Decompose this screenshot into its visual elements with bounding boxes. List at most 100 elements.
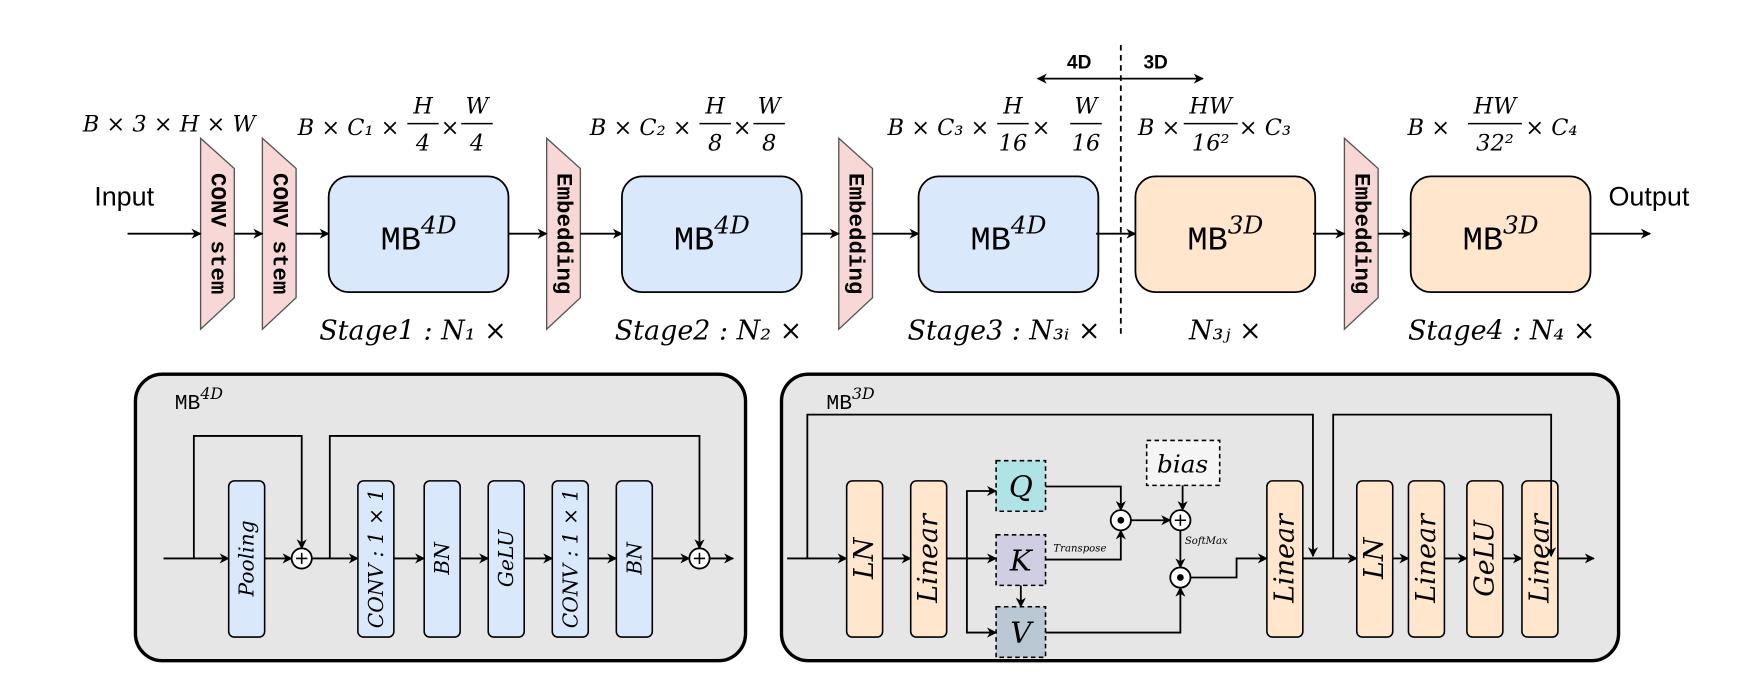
bias-add-node bbox=[1169, 509, 1192, 532]
panel-title-superscript: 3D bbox=[852, 384, 875, 403]
fraction-denominator: 8 bbox=[708, 131, 722, 157]
panel-title-superscript: 4D bbox=[199, 384, 223, 403]
fraction: W8 bbox=[753, 93, 785, 157]
stage-label: Stage1 : N₁ × bbox=[319, 315, 506, 346]
fraction-numerator: W bbox=[1074, 93, 1099, 119]
fraction-numerator: H bbox=[412, 93, 433, 119]
fraction: H8 bbox=[699, 93, 731, 157]
block-name: MB bbox=[674, 222, 714, 260]
skip-connection bbox=[328, 435, 705, 559]
tensor-shape-prefix: B × bbox=[1407, 115, 1450, 141]
fraction-denominator: 16 bbox=[1072, 131, 1101, 157]
q-label: Q bbox=[1009, 470, 1033, 504]
fraction: W 16 bbox=[1070, 93, 1102, 157]
odot-dot-icon bbox=[1177, 574, 1184, 581]
fraction-numerator: H bbox=[704, 93, 725, 119]
skip-connection bbox=[1332, 413, 1557, 559]
split-label-4d: 4D bbox=[1067, 53, 1091, 74]
mb3d-layer-label: LN bbox=[1359, 536, 1390, 580]
transition-label: CONV stem bbox=[266, 173, 292, 294]
fraction-numerator: W bbox=[758, 93, 783, 119]
fraction: HW 16² bbox=[1183, 93, 1238, 157]
residual-add-node bbox=[688, 547, 711, 570]
fraction-numerator: H bbox=[1002, 93, 1023, 119]
times-sign: × bbox=[733, 115, 752, 141]
skip-connection bbox=[192, 435, 307, 559]
fraction-denominator: 8 bbox=[762, 131, 776, 157]
embedding-layer: Embedding bbox=[838, 136, 874, 331]
mb3d-layer-label: Linear bbox=[1524, 512, 1555, 604]
v-label: V bbox=[1010, 616, 1034, 650]
block-label: MB4D bbox=[674, 211, 750, 261]
stage-label: Stage2 : N₂ × bbox=[615, 315, 802, 346]
fraction-denominator: 16 bbox=[999, 131, 1028, 157]
tensor-shape-prefix: B × bbox=[1137, 115, 1180, 141]
mb4d-layer-label: BN bbox=[430, 541, 454, 576]
flow-arrow bbox=[965, 558, 998, 638]
block-name: MB bbox=[1187, 222, 1227, 260]
block-name: MB bbox=[970, 222, 1010, 260]
flow-arrow bbox=[965, 485, 998, 559]
times-sign: × bbox=[441, 115, 460, 141]
mb-block-4d: MB4D bbox=[327, 175, 510, 294]
fraction-numerator: HW bbox=[1473, 93, 1519, 119]
mb4d-layer-label: BN bbox=[622, 541, 646, 576]
transition-label: Embedding bbox=[843, 173, 869, 294]
tensor-shape-prefix: B × C₂ × bbox=[589, 115, 692, 141]
fraction: H4 bbox=[407, 93, 439, 157]
flow-arrow bbox=[1190, 553, 1268, 579]
flow-arrow bbox=[1045, 586, 1186, 634]
trapezoid-shape bbox=[199, 136, 235, 331]
mb4d-layer-label: GeLU bbox=[494, 529, 518, 587]
fraction-numerator: W bbox=[465, 93, 490, 119]
value-matmul-node bbox=[1169, 566, 1192, 589]
trapezoid-shape bbox=[1343, 136, 1379, 331]
panel-title-name: MB bbox=[826, 392, 852, 416]
trapezoid-shape bbox=[261, 136, 297, 331]
transition-label: Embedding bbox=[551, 173, 577, 294]
tensor-shape-prefix: B × C₃ × bbox=[887, 115, 990, 141]
mb3d-panel-title: MB3D bbox=[826, 384, 875, 416]
mb4d-panel-title: MB4D bbox=[175, 384, 224, 416]
fraction-denominator: 4 bbox=[469, 131, 484, 157]
odot-dot-icon bbox=[1117, 516, 1125, 524]
fraction-numerator: HW bbox=[1188, 93, 1234, 119]
block-label: MB3D bbox=[1463, 211, 1539, 261]
stage-label: Stage4 : N₄ × bbox=[1408, 315, 1595, 346]
mb-block-3d: MB3D bbox=[1409, 175, 1592, 294]
tensor-shape-input: B × 3 × H × W bbox=[82, 111, 258, 137]
block-superscript: 4D bbox=[420, 211, 457, 240]
mb4d-layer-label: CONV : 1 × 1 bbox=[558, 489, 582, 629]
plus-icon bbox=[1174, 514, 1186, 526]
fraction-denominator: 32² bbox=[1476, 131, 1514, 157]
mb3d-layer-label: LN bbox=[849, 536, 880, 580]
times-sign: × bbox=[1032, 115, 1051, 141]
mb-block-4d: MB4D bbox=[621, 175, 803, 294]
block-superscript: 4D bbox=[713, 211, 750, 240]
mb-block-3d: MB3D bbox=[1134, 175, 1317, 294]
block-label: MB3D bbox=[1187, 211, 1263, 261]
trapezoid-shape bbox=[545, 136, 582, 331]
mb3d-layer-label: Linear bbox=[913, 512, 944, 604]
block-label: MB4D bbox=[381, 211, 457, 261]
bias-label: bias bbox=[1157, 450, 1208, 479]
block-name: MB bbox=[1463, 222, 1503, 260]
softmax-label: SoftMax bbox=[1185, 536, 1228, 547]
block-superscript: 3D bbox=[1228, 211, 1264, 240]
mb3d-layer-label: Linear bbox=[1411, 512, 1442, 604]
mb3d-layer-label: GeLU bbox=[1469, 519, 1500, 597]
residual-add-node bbox=[290, 547, 313, 570]
mb4d-layer-label: Pooling bbox=[235, 520, 259, 597]
bias-box bbox=[1145, 439, 1221, 487]
stage-label: N₃ⱼ × bbox=[1188, 315, 1262, 346]
transition-label: Embedding bbox=[1348, 173, 1374, 294]
plus-icon bbox=[693, 552, 706, 565]
embedding-layer: Embedding bbox=[1343, 136, 1379, 331]
fraction: H 16 bbox=[997, 93, 1029, 157]
embedding-layer: Embedding bbox=[545, 136, 582, 331]
conv-stem: CONV stem bbox=[261, 136, 297, 331]
transpose-label: Transpose bbox=[1053, 544, 1106, 555]
flow-arrow bbox=[1045, 485, 1126, 512]
block-name: MB bbox=[381, 222, 421, 260]
fraction-denominator: 16² bbox=[1192, 131, 1230, 157]
